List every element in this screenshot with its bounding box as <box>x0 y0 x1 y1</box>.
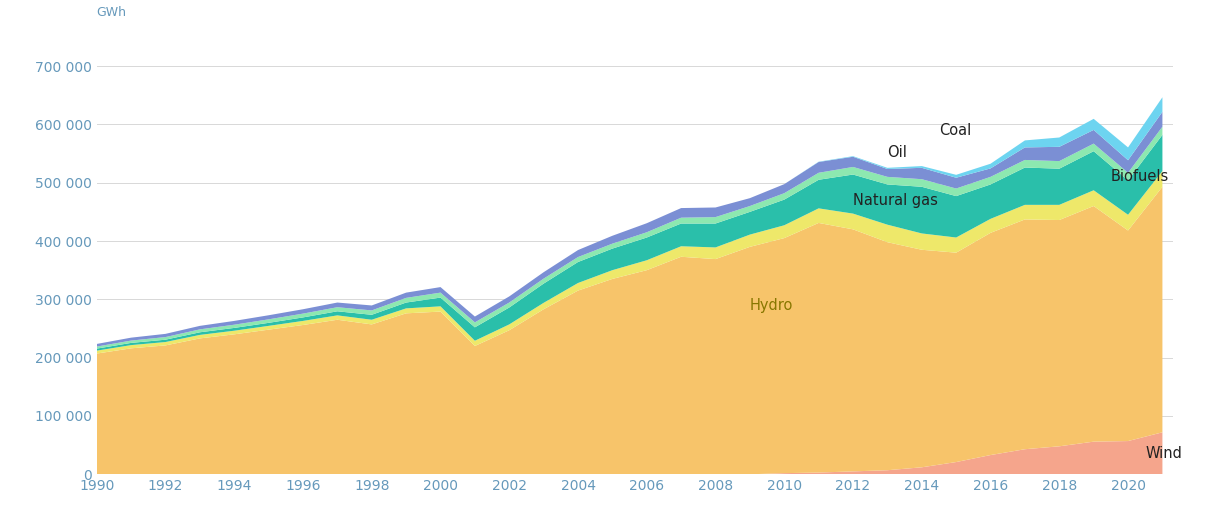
Text: Hydro: Hydro <box>750 298 793 313</box>
Text: Oil: Oil <box>887 145 907 160</box>
Text: Natural gas: Natural gas <box>854 193 938 208</box>
Text: Biofuels: Biofuels <box>1111 169 1169 184</box>
Text: GWh: GWh <box>97 6 127 19</box>
Text: Wind: Wind <box>1145 446 1182 461</box>
Text: Coal: Coal <box>939 123 971 138</box>
